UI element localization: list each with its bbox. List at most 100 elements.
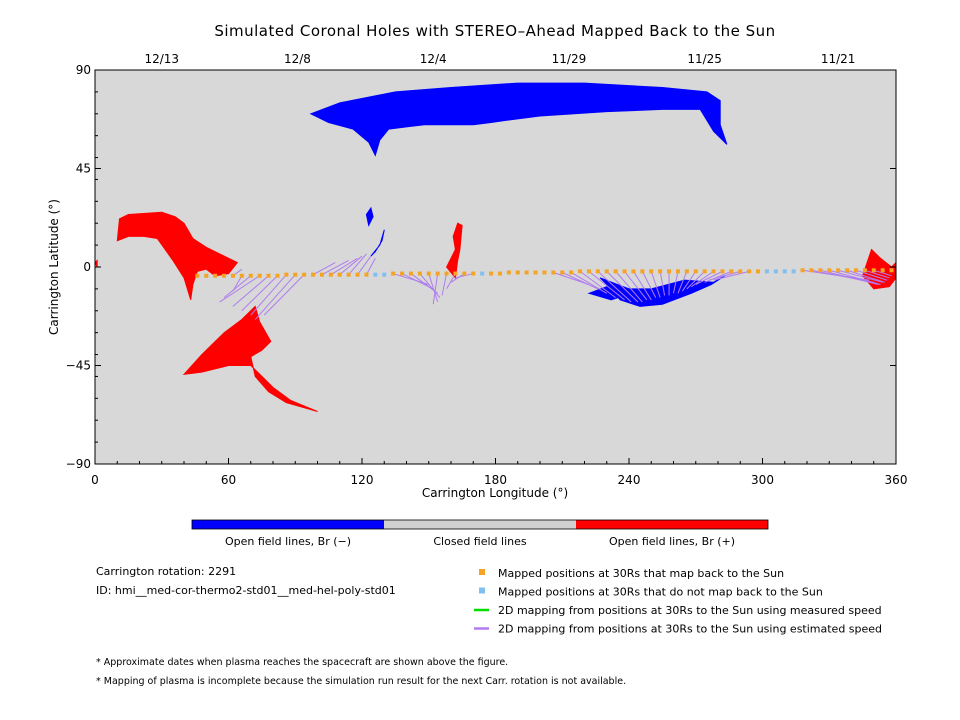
estimated-mapping-line [829, 269, 881, 285]
mapped-point [489, 271, 494, 276]
mapped-point [515, 270, 520, 275]
mapped-point [497, 271, 502, 276]
estimated-mapping-line [241, 275, 278, 312]
coronal-hole-positive-2 [446, 222, 463, 280]
colorbar-label: Closed field lines [433, 535, 527, 548]
mapped-point [684, 269, 689, 274]
mapped-point [435, 271, 440, 276]
y-axis-label: Carrington Latitude (°) [47, 199, 61, 335]
mapped-point [417, 271, 422, 276]
estimated-mapping-line [312, 262, 336, 276]
mapped-point [239, 273, 244, 278]
mapped-point [658, 269, 663, 274]
unmapped-point [782, 269, 787, 274]
estimated-mapping-line [562, 272, 599, 290]
mapped-point [675, 269, 680, 274]
mapped-point [649, 269, 654, 274]
estimated-mapping-line [579, 270, 616, 299]
mapped-point [266, 273, 271, 278]
top-date-labels: 12/13 12/8 12/4 11/29 11/25 11/21 [144, 52, 855, 76]
mapped-point [471, 271, 476, 276]
estimated-mapping-line [348, 253, 367, 275]
x-tick-label: 0 [91, 473, 99, 487]
unmapped-point [773, 269, 778, 274]
coronal-hole-negative-2 [365, 206, 374, 227]
estimated-mapping-line [641, 271, 657, 298]
colorbar-segment [384, 520, 576, 529]
mapped-point [275, 273, 280, 278]
unmapped-point [382, 272, 387, 277]
estimated-mapping-line [450, 273, 465, 283]
coronal-hole-regions [94, 82, 897, 412]
mapped-point [524, 270, 529, 275]
estimated-mapping-line [846, 269, 886, 283]
mapped-point [444, 271, 449, 276]
legend-label: 2D mapping from positions at 30Rs to the… [498, 604, 882, 617]
estimated-mapping-line [695, 270, 723, 285]
mapped-point [720, 269, 725, 274]
y-tick-label: 90 [76, 63, 91, 77]
mapped-point [853, 268, 858, 273]
mapped-point [222, 273, 227, 278]
x-axis-label: Carrington Longitude (°) [422, 486, 568, 500]
top-date-label: 12/8 [284, 52, 311, 66]
mapped-point [364, 272, 369, 277]
estimated-mapping-line [615, 271, 643, 303]
estimated-mapping-line [339, 255, 363, 276]
mapped-point [453, 271, 458, 276]
mapped-point [604, 269, 609, 274]
mapped-point [319, 272, 324, 277]
unmapped-point [791, 269, 796, 274]
estimated-mapping-line [686, 271, 706, 290]
estimated-mapping-line [432, 273, 439, 305]
mapped-point [836, 268, 841, 273]
estimated-mapping-line [232, 275, 269, 307]
estimated-mapping-line [250, 274, 287, 316]
mapped-point [738, 269, 743, 274]
estimated-mapping-line [811, 269, 874, 283]
colorbar-label: Open field lines, Br (+) [609, 535, 735, 548]
mapped-point [569, 270, 574, 275]
coronal-hole-negative-0 [309, 82, 728, 157]
estimated-mapping-line [254, 274, 296, 320]
estimated-mapping-line [659, 271, 666, 296]
estimated-mapping-line [633, 271, 652, 301]
mapped-point [506, 270, 511, 275]
top-date-label: 12/4 [420, 52, 447, 66]
estimated-mapping-line [219, 275, 260, 303]
colorbar-label: Open field lines, Br (−) [225, 535, 351, 548]
coronal-hole-negative-1 [370, 229, 385, 257]
mapped-point [827, 268, 832, 273]
mapped-point [391, 271, 396, 276]
mapped-point [408, 271, 413, 276]
mapped-point [213, 273, 218, 278]
estimated-mapping-line [330, 257, 358, 276]
y-tick-label: −45 [66, 359, 91, 373]
legend-label: 2D mapping from positions at 30Rs to the… [498, 623, 882, 636]
mapped-point [880, 268, 885, 273]
estimated-mapping-line [223, 275, 252, 299]
footnote-2: * Mapping of plasma is incomplete becaus… [96, 676, 626, 687]
estimated-mapping-line [691, 270, 714, 288]
estimated-mapping-line [713, 270, 750, 281]
mapped-point [809, 268, 814, 273]
x-tick-label: 180 [484, 473, 507, 487]
mapped-point [756, 269, 761, 274]
mapped-point [426, 271, 431, 276]
mapped-point [889, 268, 894, 273]
estimated-mapping-line [428, 273, 439, 303]
y-tick-label: 0 [83, 260, 91, 274]
colorbar-segment [192, 520, 384, 529]
x-tick-label: 240 [618, 473, 641, 487]
x-tick-label: 120 [351, 473, 374, 487]
legend-label: Mapped positions at 30Rs that do not map… [498, 586, 823, 599]
mapped-point [862, 268, 867, 273]
y-tick-label: 45 [76, 162, 91, 176]
mapped-point [195, 273, 200, 278]
mapped-point [311, 272, 316, 277]
legend-marker [479, 569, 485, 575]
mapped-point [302, 272, 307, 277]
mapped-point [711, 269, 716, 274]
estimated-mapping-line [855, 269, 888, 281]
